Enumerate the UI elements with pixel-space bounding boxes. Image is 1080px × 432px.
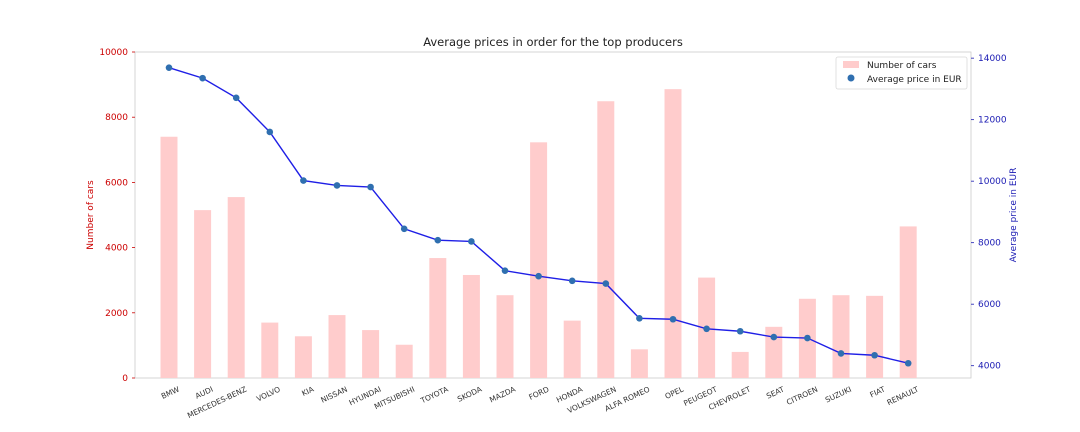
price-point — [232, 94, 240, 102]
x-tick-label: NISSAN — [319, 385, 348, 405]
x-tick-label: OPEL — [664, 384, 686, 401]
price-point — [568, 277, 576, 285]
bar-series — [160, 89, 917, 378]
y-left-tick-label: 8000 — [105, 113, 128, 123]
price-point — [636, 315, 643, 322]
price-point — [804, 334, 811, 342]
bar — [731, 351, 749, 378]
bar — [429, 258, 447, 378]
price-point — [400, 225, 408, 233]
price-point — [602, 280, 610, 287]
x-tick-label: RENAULT — [885, 384, 920, 407]
bar — [530, 142, 548, 378]
bar — [160, 136, 178, 378]
price-point — [837, 350, 845, 357]
y-right-tick-label: 4000 — [978, 362, 1001, 372]
y-right-tick-label: 12000 — [978, 116, 1007, 126]
price-point — [199, 74, 206, 82]
y-axis-left-label: Number of cars — [86, 180, 96, 250]
price-point — [165, 64, 173, 71]
legend: Number of cars Average price in EUR — [835, 56, 968, 90]
bar — [597, 101, 615, 378]
y-left-tick-label: 6000 — [105, 178, 128, 188]
bar — [294, 336, 312, 378]
price-point — [333, 182, 341, 189]
bar — [462, 274, 480, 378]
bar — [496, 295, 514, 378]
y-right-tick-label: 10000 — [978, 177, 1007, 187]
bar — [832, 295, 850, 378]
bar — [664, 89, 682, 378]
y-axis-right-ticks: 4000 6000 8000 10000 12000 14000 — [971, 54, 1007, 372]
legend-label-points: Average price in EUR — [867, 75, 962, 85]
price-point — [501, 267, 509, 274]
bar — [227, 197, 245, 378]
y-left-tick-label: 2000 — [105, 309, 128, 319]
legend-box — [835, 56, 968, 90]
bar — [194, 210, 212, 378]
bar — [630, 349, 648, 378]
y-right-tick-label: 14000 — [978, 54, 1007, 64]
y-axis-right-label: Average price in EUR — [1009, 168, 1019, 263]
bar — [328, 315, 346, 378]
bar — [395, 344, 413, 378]
y-right-tick-label: 6000 — [978, 300, 1001, 310]
bar — [261, 322, 279, 378]
line-series — [165, 64, 912, 367]
price-point — [736, 327, 744, 335]
y-left-tick-label: 10000 — [99, 48, 128, 58]
chart-title: Average prices in order for the top prod… — [423, 35, 683, 49]
y-right-tick-label: 8000 — [978, 239, 1001, 249]
price-point — [770, 333, 778, 341]
x-tick-label: VOLVO — [255, 385, 282, 404]
x-tick-label: FORD — [527, 385, 550, 402]
price-point — [535, 272, 542, 280]
legend-label-bars: Number of cars — [867, 61, 937, 71]
price-point — [703, 325, 710, 333]
x-tick-label: SUZUKI — [824, 385, 853, 405]
bar — [362, 330, 380, 378]
x-tick-label: FIAT — [868, 384, 886, 399]
price-point — [266, 128, 274, 136]
y-left-tick-label: 4000 — [105, 244, 128, 254]
x-tick-label: MERCEDES-BENZ — [186, 385, 248, 420]
price-point — [300, 177, 307, 184]
x-tick-label: TOYOTA — [418, 384, 450, 405]
bar — [866, 295, 884, 378]
bar — [563, 320, 581, 378]
x-tick-label: AUDI — [194, 385, 215, 401]
x-tick-label: CITROEN — [785, 385, 819, 407]
bar — [765, 326, 783, 378]
y-left-tick-label: 0 — [122, 374, 128, 384]
legend-swatch-bars — [843, 61, 859, 68]
price-point — [367, 183, 374, 191]
price-point — [669, 315, 677, 323]
x-tick-label: BMW — [160, 384, 182, 400]
y-axis-left-ticks: 0 2000 4000 6000 8000 10000 — [99, 48, 135, 384]
x-tick-label: KIA — [300, 384, 316, 398]
x-tick-label: SEAT — [765, 384, 786, 400]
price-point — [904, 359, 912, 367]
legend-swatch-points — [847, 74, 855, 82]
price-point — [871, 351, 878, 359]
x-tick-label: MAZDA — [488, 384, 518, 404]
bar — [899, 226, 917, 378]
price-point — [434, 236, 442, 244]
x-tick-label: SKODA — [456, 384, 484, 403]
price-point — [468, 238, 475, 245]
